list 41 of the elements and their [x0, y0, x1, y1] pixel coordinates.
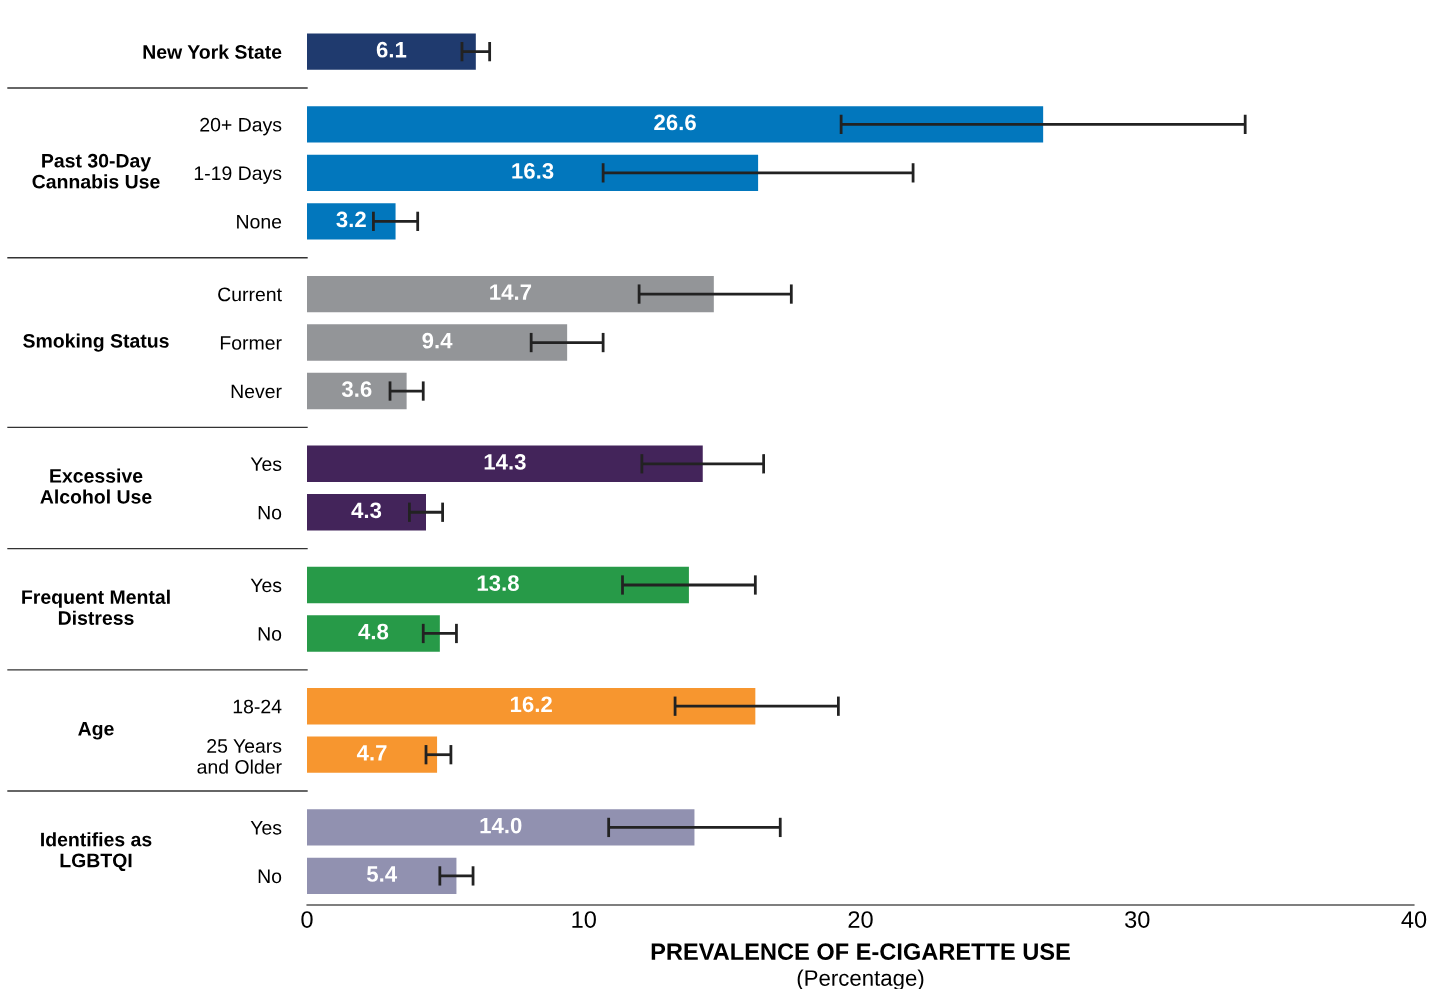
y-tick-label: Never [231, 384, 282, 399]
text: Excessive Alcohol Use [40, 468, 152, 504]
y-tick-label: None [237, 215, 282, 229]
x-tick-label: 40 [1401, 911, 1427, 928]
data-label: 9.4 [422, 332, 453, 349]
y-tick-label: 25 Years and Older [197, 739, 282, 774]
data-label: 4.7 [356, 745, 387, 761]
text: Past 30-Day Cannabis Use [32, 153, 160, 189]
data-label: 3.6 [341, 381, 372, 398]
text: Age [78, 722, 114, 740]
data-label: 16.2 [510, 696, 552, 713]
y-tick-label: Yes [250, 821, 282, 835]
data-label: 4.3 [351, 502, 382, 519]
data-label: 5.4 [366, 866, 398, 882]
y-tick-label: No [258, 869, 282, 884]
data-label: 6.1 [376, 41, 407, 58]
y-tick-label: Yes [250, 457, 282, 472]
data-label: 13.8 [477, 575, 519, 591]
text: Frequent Mental Distress [22, 589, 170, 625]
data-label: 26.6 [654, 114, 696, 131]
x-tick-label: 30 [1125, 911, 1150, 928]
data-label: 16.3 [512, 163, 554, 179]
data-label: 14.7 [490, 284, 532, 300]
y-tick-label: No [258, 505, 282, 520]
data-label: 14.3 [484, 454, 526, 470]
data-label: 4.8 [358, 623, 389, 640]
data-label: 3.2 [336, 211, 366, 228]
x-tick-label: 0 [301, 911, 313, 928]
y-tick-label: 20+ Days [200, 117, 282, 136]
y-tick-label: No [258, 627, 282, 641]
y-tick-label: 18-24 [233, 699, 282, 714]
data-label: 14.0 [480, 817, 522, 834]
x-tick-label: 20 [848, 911, 873, 928]
y-tick-label: Yes [250, 578, 282, 593]
y-tick-label: 1-19 Days [194, 166, 282, 184]
y-tick-label: Former [220, 336, 282, 350]
y-tick-label: Current [218, 287, 282, 302]
text: Smoking Status [23, 333, 169, 352]
text: Identifies as LGBTQI [41, 832, 152, 871]
y-tick-label: New York State [143, 44, 282, 59]
x-tick-label: 10 [572, 911, 596, 928]
